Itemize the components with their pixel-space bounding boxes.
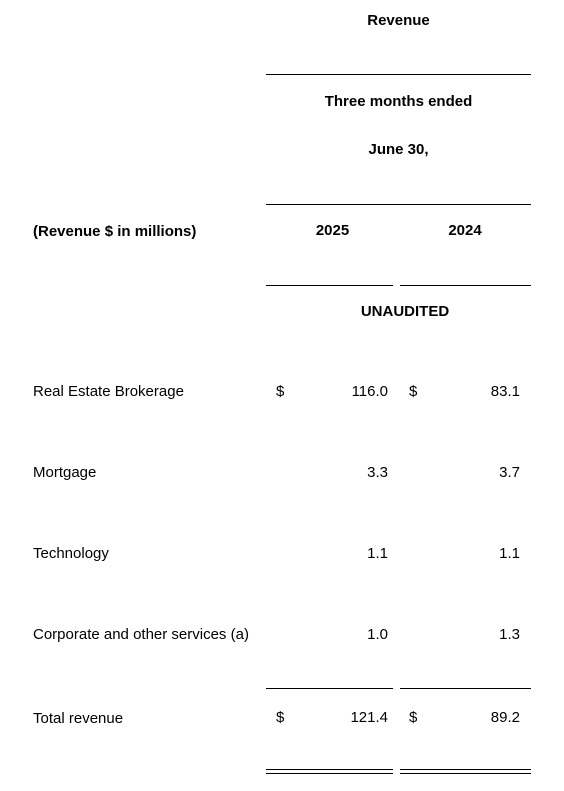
row-value-prior: 1.3 [499,626,520,643]
total-double-rule-current [266,769,393,774]
currency-symbol: $ [276,383,285,400]
year-prior-rule [400,285,531,286]
row-value-prior: 1.1 [499,545,520,562]
audit-status: UNAUDITED [360,303,450,320]
subtotal-rule-current [266,688,393,689]
row-value-current: 3.3 [367,464,388,481]
row-label: Mortgage [33,464,97,481]
total-label: Total revenue [33,710,124,727]
row-label: Technology [33,545,109,562]
period-label-line1: Three months ended [324,93,473,110]
total-value-current: 121.4 [350,709,388,726]
total-double-rule-prior [400,769,531,774]
row-value-prior: 3.7 [499,464,520,481]
table-title: Revenue [367,12,430,29]
row-label: Real Estate Brokerage [33,383,184,400]
row-label: Corporate and other services (a) [33,626,249,643]
year-current-rule [266,285,393,286]
period-label-line2: June 30, [368,141,429,158]
subtotal-rule-prior [400,688,531,689]
header-rule-top [266,74,531,75]
row-value-current: 1.0 [367,626,388,643]
header-rule-mid [266,204,531,205]
units-label: (Revenue $ in millions) [33,223,197,240]
total-value-prior: 89.2 [490,709,520,726]
year-prior-header: 2024 [448,222,482,239]
currency-symbol: $ [409,709,418,726]
row-value-current: 1.1 [367,545,388,562]
row-value-current: 116.0 [351,383,388,400]
currency-symbol: $ [276,709,285,726]
currency-symbol: $ [409,383,418,400]
row-value-prior: 83.1 [490,383,520,400]
year-current-header: 2025 [315,222,350,239]
